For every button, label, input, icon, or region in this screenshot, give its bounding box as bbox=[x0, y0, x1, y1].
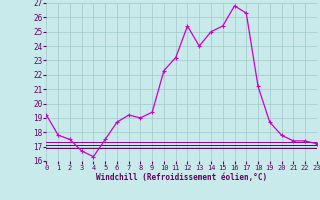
X-axis label: Windchill (Refroidissement éolien,°C): Windchill (Refroidissement éolien,°C) bbox=[96, 173, 267, 182]
